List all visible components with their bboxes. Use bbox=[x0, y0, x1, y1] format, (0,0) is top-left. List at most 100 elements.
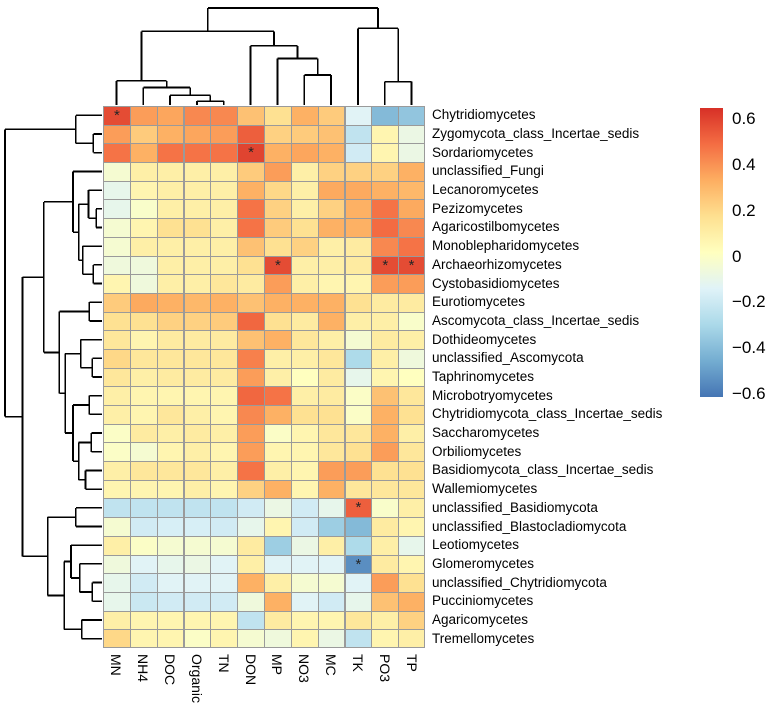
heatmap-cell bbox=[183, 591, 212, 612]
heatmap-cell bbox=[371, 348, 400, 369]
heatmap-cell bbox=[129, 180, 158, 201]
heatmap-cell bbox=[103, 330, 131, 350]
heatmap-cell bbox=[237, 162, 265, 182]
column-label: MP bbox=[269, 654, 286, 675]
heatmap-cell bbox=[129, 330, 158, 350]
heatmap-cell bbox=[264, 311, 292, 332]
heatmap-cell bbox=[398, 610, 425, 631]
heatmap-cell bbox=[264, 610, 292, 631]
heatmap-cell bbox=[183, 405, 212, 425]
heatmap-cell bbox=[317, 143, 346, 164]
heatmap-cell bbox=[156, 311, 185, 332]
heatmap-cell bbox=[398, 106, 425, 126]
heatmap-cell bbox=[210, 554, 239, 575]
colorbar-gradient bbox=[700, 108, 723, 397]
heatmap-cell bbox=[156, 573, 185, 593]
heatmap-cell bbox=[317, 330, 346, 350]
heatmap-cell bbox=[371, 517, 400, 537]
column-label: PO3 bbox=[376, 654, 393, 683]
column-label: NH4 bbox=[135, 654, 152, 683]
column-label: TN bbox=[215, 654, 232, 673]
heatmap-cell bbox=[398, 311, 425, 332]
heatmap-cell bbox=[237, 292, 265, 313]
heatmap-cell bbox=[290, 386, 319, 407]
heatmap-cell bbox=[371, 143, 400, 164]
heatmap-cell bbox=[290, 591, 319, 612]
row-label: Saccharomycetes bbox=[432, 425, 540, 441]
heatmap-cell bbox=[156, 479, 185, 500]
heatmap-cell bbox=[264, 461, 292, 481]
heatmap-cell bbox=[237, 330, 265, 350]
heatmap-cell bbox=[398, 330, 425, 350]
heatmap-cell bbox=[156, 124, 185, 145]
heatmap-cell bbox=[344, 143, 373, 164]
heatmap-cell bbox=[103, 255, 131, 276]
heatmap-cell bbox=[398, 367, 425, 388]
heatmap-cell bbox=[398, 535, 425, 556]
column-label: DOC bbox=[162, 654, 179, 686]
heatmap-cell bbox=[183, 610, 212, 631]
heatmap-cell bbox=[210, 162, 239, 182]
colorbar-tick-label: −0.4 bbox=[732, 338, 766, 358]
heatmap-cell bbox=[103, 405, 131, 425]
heatmap-cell bbox=[264, 498, 292, 519]
heatmap-cell bbox=[264, 106, 292, 126]
heatmap-cell bbox=[129, 442, 158, 463]
heatmap-cell bbox=[237, 517, 265, 537]
heatmap-cell bbox=[183, 535, 212, 556]
heatmap-cell bbox=[156, 517, 185, 537]
heatmap-cell bbox=[371, 573, 400, 593]
heatmap-cell bbox=[183, 423, 212, 444]
row-label: Eurotiomycetes bbox=[432, 294, 526, 310]
heatmap-cell bbox=[317, 535, 346, 556]
heatmap-cell bbox=[398, 498, 425, 519]
colorbar-tick-label: 0 bbox=[732, 246, 742, 266]
heatmap-cell bbox=[317, 311, 346, 332]
heatmap-cell bbox=[210, 218, 239, 238]
heatmap-cell bbox=[344, 162, 373, 182]
heatmap-cell bbox=[398, 405, 425, 425]
heatmap-cell bbox=[237, 535, 265, 556]
heatmap-cell bbox=[183, 218, 212, 238]
heatmap-cell bbox=[344, 591, 373, 612]
heatmap-cell bbox=[210, 461, 239, 481]
heatmap-cell bbox=[344, 330, 373, 350]
heatmap-cell bbox=[290, 573, 319, 593]
heatmap-cell bbox=[156, 348, 185, 369]
heatmap-cell bbox=[398, 236, 425, 257]
heatmap-cell bbox=[371, 162, 400, 182]
row-label: Ascomycota_class_Incertae_sedis bbox=[432, 312, 640, 328]
heatmap-cell bbox=[237, 405, 265, 425]
heatmap-cell bbox=[398, 423, 425, 444]
heatmap-cell bbox=[264, 405, 292, 425]
heatmap-cell bbox=[317, 348, 346, 369]
heatmap-cell bbox=[129, 405, 158, 425]
heatmap-cell bbox=[264, 274, 292, 294]
column-label: DON bbox=[242, 654, 259, 686]
heatmap-cell bbox=[210, 405, 239, 425]
row-label: Pezizomycetes bbox=[432, 200, 523, 216]
heatmap-cell bbox=[264, 423, 292, 444]
significance-star: * bbox=[408, 256, 415, 274]
heatmap-cell bbox=[237, 554, 265, 575]
heatmap-cell bbox=[264, 162, 292, 182]
heatmap-cell bbox=[129, 274, 158, 294]
colorbar-tick-label: −0.2 bbox=[732, 292, 766, 312]
heatmap-cell bbox=[129, 348, 158, 369]
heatmap-cell bbox=[237, 348, 265, 369]
heatmap-cell: * bbox=[344, 498, 373, 519]
heatmap-cell bbox=[317, 199, 346, 220]
significance-star: * bbox=[382, 256, 389, 274]
column-label: NO3 bbox=[296, 654, 313, 683]
heatmap-cell bbox=[183, 479, 212, 500]
heatmap-cell bbox=[103, 348, 131, 369]
heatmap-cell bbox=[344, 442, 373, 463]
heatmap-cell bbox=[317, 423, 346, 444]
heatmap-cell bbox=[317, 479, 346, 500]
heatmap-cell bbox=[210, 535, 239, 556]
row-label: Orbiliomycetes bbox=[432, 443, 522, 459]
heatmap-cell bbox=[264, 348, 292, 369]
heatmap-cell bbox=[264, 199, 292, 220]
heatmap-cell bbox=[183, 311, 212, 332]
heatmap-cell bbox=[103, 292, 131, 313]
